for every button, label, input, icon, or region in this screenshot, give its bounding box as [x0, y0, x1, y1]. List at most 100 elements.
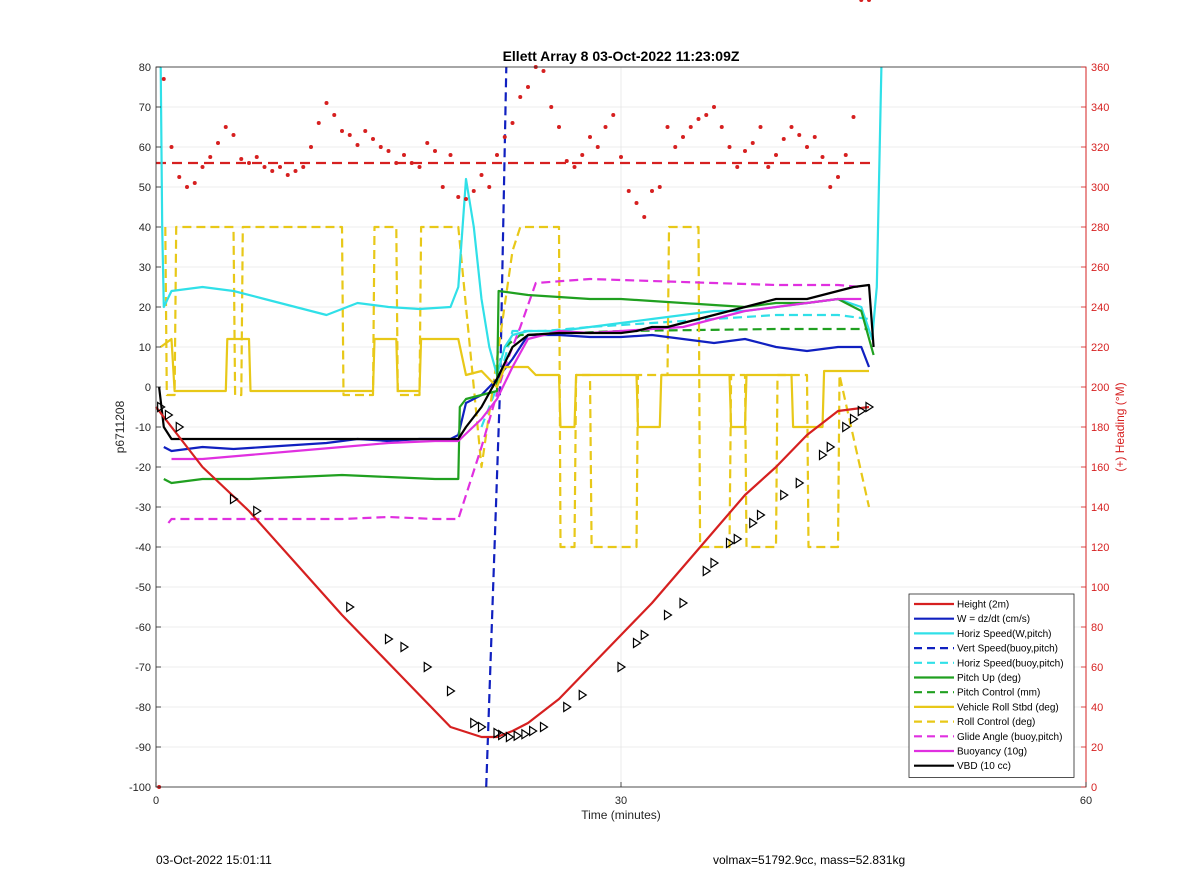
dive-marker: [477, 721, 487, 733]
y-tick-label-right-4: 280: [1091, 222, 1109, 234]
series-layer: [155, 66, 883, 788]
heading-point: [557, 125, 561, 129]
dive-marker: [826, 441, 836, 453]
y-tick-label-left-4: 40: [139, 222, 151, 234]
heading-point: [549, 105, 554, 109]
dive-marker: [423, 661, 433, 673]
heading-point: [712, 105, 716, 109]
dive-marker: [632, 637, 642, 649]
y-tick-label-left-16: -80: [135, 702, 151, 714]
y-tick-label-right-3: 300: [1091, 182, 1109, 194]
heading-point: [208, 155, 213, 159]
series-line-height-2m: [155, 405, 870, 739]
dive-marker: [756, 509, 766, 521]
dive-marker: [849, 413, 859, 425]
dive-marker: [865, 401, 875, 413]
dive-marker: [175, 421, 185, 433]
heading-point: [347, 133, 352, 137]
heading-point: [448, 153, 453, 157]
series-line-horiz-speed-buoy-pitch: [480, 313, 870, 428]
dive-marker: [617, 661, 627, 673]
y-tick-label-right-8: 200: [1091, 382, 1109, 394]
y-tick-label-left-0: 80: [139, 62, 151, 74]
legend-label-glide-angle-buoy-pitch: Glide Angle (buoy,pitch): [957, 732, 1062, 743]
heading-point: [278, 165, 282, 169]
dive-marker: [640, 629, 650, 641]
heading-point: [409, 161, 414, 165]
heading-point: [433, 149, 437, 153]
heading-point: [262, 165, 267, 169]
dive-marker: [164, 409, 174, 421]
y-axis-label-right: (+) Heading (°M): [1113, 382, 1127, 471]
y-tick-label-right-5: 260: [1091, 262, 1109, 274]
heading-point: [619, 155, 623, 159]
heading-point: [626, 189, 631, 193]
heading-point: [657, 185, 662, 189]
heading-point: [239, 157, 244, 161]
footer-timestamp: 03-Oct-2022 15:01:11: [156, 853, 272, 867]
heading-point: [665, 125, 670, 129]
dive-marker: [563, 701, 572, 713]
y-tick-label-left-15: -70: [135, 662, 151, 674]
heading-point: [851, 115, 856, 119]
heading-point: [386, 149, 391, 153]
heading-point: [425, 141, 430, 145]
heading-point: [859, 0, 864, 2]
heading-point: [805, 145, 809, 149]
legend-label-height-2m: Height (2m): [957, 600, 1009, 611]
marker-layer: [157, 0, 875, 789]
dive-marker: [749, 517, 758, 529]
heading-point: [836, 175, 840, 179]
y-tick-label-left-3: 50: [139, 182, 151, 194]
heading-point: [185, 185, 189, 189]
heading-point: [402, 153, 406, 157]
heading-point: [766, 165, 771, 169]
heading-point: [541, 69, 546, 73]
y-tick-label-right-6: 240: [1091, 302, 1109, 314]
dive-marker: [513, 730, 523, 742]
y-tick-label-left-7: 10: [139, 342, 151, 354]
dive-marker: [400, 641, 410, 653]
heading-point: [743, 149, 747, 153]
y-tick-label-left-8: 0: [145, 382, 151, 394]
heading-point: [192, 181, 197, 185]
dive-marker: [842, 421, 851, 433]
heading-point: [332, 113, 337, 117]
heading-point: [820, 155, 825, 159]
heading-point: [735, 165, 740, 169]
dive-marker: [498, 729, 507, 741]
heading-point: [580, 153, 585, 157]
y-tick-label-left-12: -40: [135, 542, 151, 554]
x-tick-label-1: 30: [615, 795, 627, 807]
heading-point: [285, 173, 290, 177]
heading-point: [510, 121, 515, 125]
y-tick-label-right-15: 60: [1091, 662, 1103, 674]
series-line-buoyancy-10g: [171, 297, 862, 461]
heading-point: [464, 197, 468, 201]
dive-marker: [493, 727, 503, 739]
heading-point: [727, 145, 732, 149]
y-tick-label-left-13: -50: [135, 582, 151, 594]
heading-point: [704, 113, 709, 117]
heading-point: [316, 121, 321, 125]
heading-point: [673, 145, 678, 149]
heading-point: [456, 195, 461, 199]
y-tick-label-left-11: -30: [135, 502, 151, 514]
dive-marker: [679, 597, 689, 609]
heading-point: [719, 125, 724, 129]
heading-point: [696, 117, 701, 121]
dive-marker: [346, 601, 355, 613]
series-line-vehicle-roll-stbd-deg: [160, 337, 869, 429]
y-tick-label-right-16: 40: [1091, 702, 1103, 714]
heading-point: [867, 0, 871, 2]
series-line-vbd-10-cc: [158, 283, 875, 441]
dive-marker: [725, 537, 735, 549]
heading-point: [177, 175, 182, 179]
heading-point: [789, 125, 794, 129]
heading-point: [642, 215, 647, 219]
y-tick-label-left-5: 30: [139, 262, 151, 274]
heading-point: [324, 101, 329, 105]
y-tick-label-right-18: 0: [1091, 782, 1097, 794]
series-line-roll-control-deg: [164, 225, 871, 549]
